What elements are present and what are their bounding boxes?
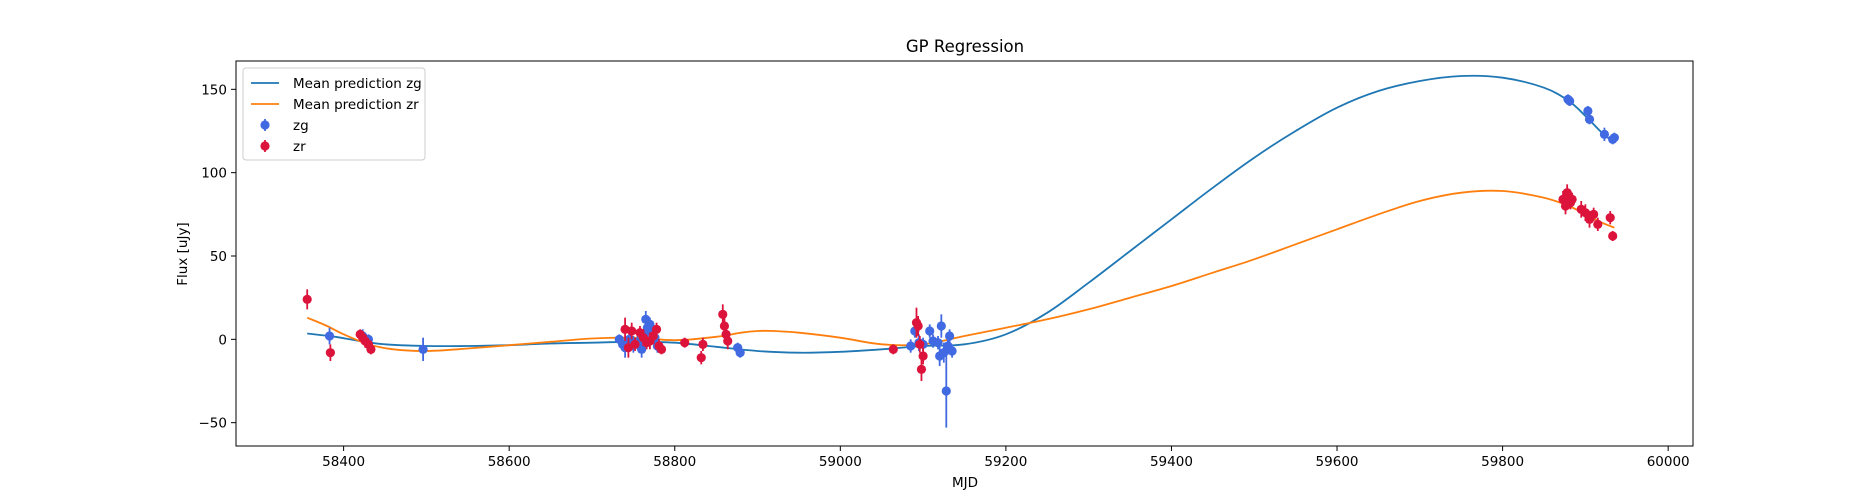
data-point-zr xyxy=(1580,208,1590,218)
legend-swatch-marker xyxy=(260,120,270,130)
data-point-zr xyxy=(916,364,927,374)
data-point-zg xyxy=(324,331,335,341)
plot-area xyxy=(235,60,1694,447)
data-point-zg xyxy=(735,348,745,358)
data-point-zr xyxy=(302,294,312,304)
data-point-zg xyxy=(1565,96,1575,106)
y-tick-label: 50 xyxy=(210,249,227,265)
data-point-zr xyxy=(918,351,928,361)
plot-series-group xyxy=(302,74,1619,428)
data-point-zr xyxy=(913,321,923,331)
legend-label: zg xyxy=(293,118,309,134)
data-point-zr xyxy=(1589,209,1599,219)
data-point-zr xyxy=(325,348,335,358)
data-point-zr xyxy=(915,339,925,349)
y-axis-label: Flux [uJy] xyxy=(175,222,191,285)
data-point-zg xyxy=(1609,133,1619,143)
data-point-zg xyxy=(941,386,951,396)
data-point-zr xyxy=(656,344,667,354)
axes-frame xyxy=(235,60,1694,447)
data-point-zr xyxy=(718,309,728,319)
data-point-zg xyxy=(637,344,647,354)
x-tick-label: 59000 xyxy=(819,454,862,470)
data-point-zg xyxy=(1584,114,1595,124)
legend: Mean prediction zg Mean prediction zr zg zr xyxy=(242,67,426,161)
series-points-zr xyxy=(302,184,1618,381)
x-tick-label: 58400 xyxy=(322,454,365,470)
x-tick-label: 60000 xyxy=(1647,454,1690,470)
data-point-zr xyxy=(630,339,640,349)
data-point-zr xyxy=(1605,213,1615,223)
data-point-zg xyxy=(906,341,916,351)
legend-label: zr xyxy=(293,139,306,155)
x-axis-label: MJD xyxy=(952,475,978,491)
data-point-zr xyxy=(723,336,733,346)
legend-swatch-marker xyxy=(260,141,270,151)
data-point-zr xyxy=(1608,231,1618,241)
legend-label: Mean prediction zg xyxy=(293,76,422,92)
data-point-zr xyxy=(696,353,706,363)
x-tick-label: 58800 xyxy=(653,454,696,470)
data-point-zg xyxy=(925,326,935,336)
axis-ticks: 58400 58600 58800 59000 59200 59400 59600 59800… xyxy=(199,82,1690,470)
y-tick-label: −50 xyxy=(199,416,228,432)
x-tick-label: 59200 xyxy=(984,454,1027,470)
data-point-zr xyxy=(366,344,376,354)
data-point-zr xyxy=(698,339,708,349)
data-point-zr xyxy=(1567,194,1577,204)
legend-label: Mean prediction zr xyxy=(293,97,419,113)
x-tick-label: 59400 xyxy=(1150,454,1193,470)
data-point-zg xyxy=(947,346,957,356)
data-point-zg xyxy=(933,338,943,348)
data-point-zr xyxy=(888,344,898,354)
x-tick-label: 59600 xyxy=(1316,454,1359,470)
data-point-zr xyxy=(1593,219,1603,229)
y-tick-label: 0 xyxy=(218,332,227,348)
data-point-zg xyxy=(1583,106,1593,116)
data-point-zg xyxy=(1599,129,1610,139)
data-point-zg xyxy=(936,321,946,331)
chart-title: GP Regression xyxy=(906,37,1024,56)
data-point-zg xyxy=(944,331,955,341)
y-tick-label: 100 xyxy=(201,166,227,182)
x-tick-label: 58600 xyxy=(488,454,531,470)
y-tick-label: 150 xyxy=(201,82,227,98)
data-point-zr xyxy=(680,338,690,348)
legend-frame xyxy=(242,67,426,161)
data-point-zg xyxy=(418,344,428,354)
data-point-zr xyxy=(627,326,637,336)
data-point-zr xyxy=(719,321,730,331)
x-tick-label: 59800 xyxy=(1481,454,1524,470)
data-point-zr xyxy=(651,324,662,334)
